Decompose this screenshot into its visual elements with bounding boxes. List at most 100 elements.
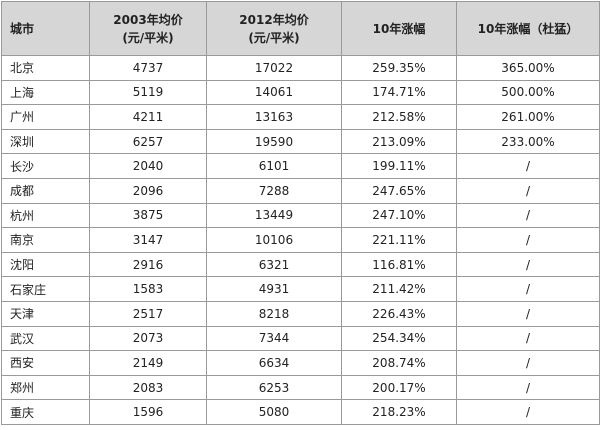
header-text: (元/平米)	[248, 30, 300, 45]
table-cell: 259.35%	[341, 55, 457, 81]
header-cell: 2012年均价 (元/平米)	[206, 1, 342, 56]
table-row: 上海 5119 14061 174.71% 500.00%	[1, 79, 600, 106]
table-cell: 4931	[206, 276, 342, 302]
table-cell: 2040	[89, 153, 207, 179]
table-cell: 重庆	[1, 399, 90, 425]
table-cell: /	[456, 399, 600, 425]
table-cell: 深圳	[1, 128, 90, 155]
table-row: 北京 4737 17022 259.35% 365.00%	[1, 55, 600, 81]
table-cell: 13163	[206, 104, 342, 130]
table-row: 重庆 1596 5080 218.23% /	[1, 399, 600, 425]
header-text: 10年涨幅	[372, 21, 426, 36]
table-cell: 2073	[89, 325, 207, 352]
table-cell: /	[456, 153, 600, 179]
table-row: 郑州 2083 6253 200.17% /	[1, 374, 600, 401]
table-cell: 7344	[206, 325, 342, 352]
table-cell: 10106	[206, 227, 342, 253]
table-cell: /	[456, 177, 600, 204]
table-cell: 石家庄	[1, 276, 90, 302]
table-cell: 杭州	[1, 202, 90, 229]
table-cell: 247.65%	[341, 177, 457, 204]
table-cell: 沈阳	[1, 251, 90, 278]
table-cell: 13449	[206, 202, 342, 229]
table-cell: 200.17%	[341, 374, 457, 401]
table-cell: /	[456, 227, 600, 253]
header-cell: 10年涨幅	[341, 1, 457, 56]
table-cell: 武汉	[1, 325, 90, 352]
table-cell: 上海	[1, 79, 90, 106]
table-cell: 2083	[89, 374, 207, 401]
table-cell: 长沙	[1, 153, 90, 179]
table-cell: 4211	[89, 104, 207, 130]
table-row: 深圳 6257 19590 213.09% 233.00%	[1, 128, 600, 155]
table-cell: 500.00%	[456, 79, 600, 106]
table-cell: 211.42%	[341, 276, 457, 302]
table-row: 石家庄 1583 4931 211.42% /	[1, 276, 600, 302]
table-cell: 199.11%	[341, 153, 457, 179]
table-cell: 226.43%	[341, 300, 457, 327]
table-cell: 116.81%	[341, 251, 457, 278]
table-cell: 19590	[206, 128, 342, 155]
table-cell: 174.71%	[341, 79, 457, 106]
table-cell: /	[456, 251, 600, 278]
table-cell: 6253	[206, 374, 342, 401]
table-cell: 4737	[89, 55, 207, 81]
table-cell: 233.00%	[456, 128, 600, 155]
table-cell: /	[456, 276, 600, 302]
table-row: 武汉 2073 7344 254.34% /	[1, 325, 600, 352]
table-cell: 213.09%	[341, 128, 457, 155]
table-cell: 254.34%	[341, 325, 457, 352]
header-text: 2003年均价	[113, 12, 183, 27]
table-cell: 14061	[206, 79, 342, 106]
header-text: 2012年均价	[239, 12, 309, 27]
table-cell: 221.11%	[341, 227, 457, 253]
table-cell: 3875	[89, 202, 207, 229]
table-cell: 郑州	[1, 374, 90, 401]
table-cell: 6257	[89, 128, 207, 155]
table-cell: 8218	[206, 300, 342, 327]
table-cell: 北京	[1, 55, 90, 81]
table-cell: 1596	[89, 399, 207, 425]
table-row: 西安 2149 6634 208.74% /	[1, 350, 600, 376]
table-cell: 6321	[206, 251, 342, 278]
table-row: 长沙 2040 6101 199.11% /	[1, 153, 600, 179]
table-cell: 208.74%	[341, 350, 457, 376]
table-cell: 2096	[89, 177, 207, 204]
table-row: 成都 2096 7288 247.65% /	[1, 177, 600, 204]
table-cell: 2916	[89, 251, 207, 278]
table-cell: 2149	[89, 350, 207, 376]
table-row: 沈阳 2916 6321 116.81% /	[1, 251, 600, 278]
table-row: 南京 3147 10106 221.11% /	[1, 227, 600, 253]
table-cell: 成都	[1, 177, 90, 204]
table-cell: /	[456, 300, 600, 327]
table-cell: 212.58%	[341, 104, 457, 130]
header-cell: 城市	[1, 1, 90, 56]
table-row: 广州 4211 13163 212.58% 261.00%	[1, 104, 600, 130]
table-row: 天津 2517 8218 226.43% /	[1, 300, 600, 327]
table-cell: 5080	[206, 399, 342, 425]
table-cell: 218.23%	[341, 399, 457, 425]
table-cell: 17022	[206, 55, 342, 81]
table-cell: 3147	[89, 227, 207, 253]
table-cell: 7288	[206, 177, 342, 204]
table-cell: 1583	[89, 276, 207, 302]
header-text: (元/平米)	[122, 30, 174, 45]
table-row: 杭州 3875 13449 247.10% /	[1, 202, 600, 229]
table-cell: /	[456, 202, 600, 229]
table-cell: 6634	[206, 350, 342, 376]
header-cell: 10年涨幅（杜猛）	[456, 1, 600, 56]
table-cell: /	[456, 325, 600, 352]
header-text: 10年涨幅（杜猛）	[477, 21, 579, 36]
table-cell: 2517	[89, 300, 207, 327]
table-cell: /	[456, 374, 600, 401]
table-cell: 南京	[1, 227, 90, 253]
header-row: 城市 2003年均价 (元/平米) 2012年均价 (元/平米) 10年涨幅 10年涨幅（杜…	[1, 1, 600, 56]
table-cell: 6101	[206, 153, 342, 179]
table-cell: /	[456, 350, 600, 376]
header-text: 城市	[10, 21, 35, 36]
table-cell: 365.00%	[456, 55, 600, 81]
table-cell: 天津	[1, 300, 90, 327]
table-cell: 西安	[1, 350, 90, 376]
